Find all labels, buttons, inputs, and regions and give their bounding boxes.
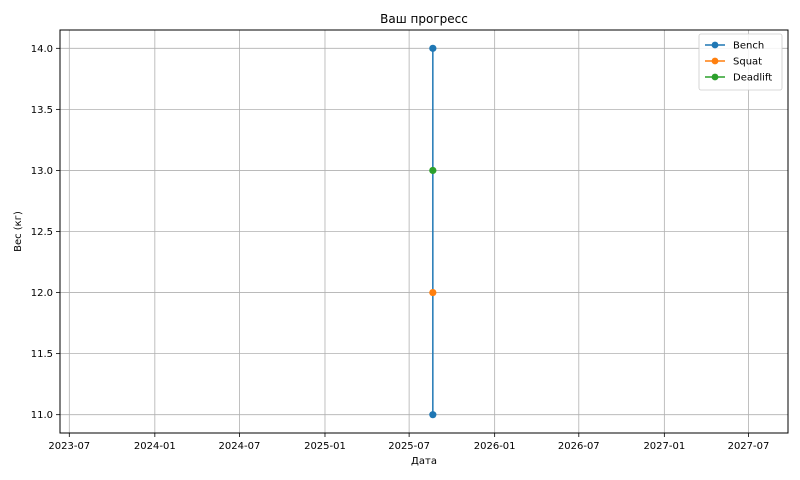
legend-marker (711, 41, 719, 49)
series-deadlift (429, 166, 437, 175)
grid (60, 30, 788, 433)
legend-marker (711, 57, 719, 65)
legend-item: Deadlift (705, 73, 772, 84)
y-tick-label: 12.0 (31, 288, 53, 299)
x-tick-label: 2027-07 (728, 441, 770, 452)
legend-item: Bench (705, 41, 764, 52)
chart-title: Ваш прогресс (380, 12, 468, 26)
legend-item: Squat (705, 57, 762, 68)
series-layer (429, 44, 437, 419)
data-point (429, 44, 437, 52)
y-tick-label: 12.5 (31, 227, 53, 238)
legend-label: Bench (733, 41, 764, 52)
y-tick-label: 11.0 (31, 410, 53, 421)
ticks: 2023-07 2024-01 2024-07 2025-01 2025-07 2026-… (31, 44, 770, 452)
y-tick-label: 13.0 (31, 166, 53, 177)
y-tick-label: 14.0 (31, 44, 53, 55)
x-tick-label: 2025-01 (304, 441, 346, 452)
x-tick-label: 2026-01 (474, 441, 516, 452)
legend-label: Deadlift (733, 73, 772, 84)
x-tick-label: 2025-07 (388, 441, 430, 452)
legend-frame (698, 33, 783, 91)
data-point (429, 411, 437, 419)
x-tick-label: 2024-07 (219, 441, 261, 452)
data-point (429, 288, 437, 297)
series-squat (429, 288, 437, 297)
y-tick-label: 11.5 (31, 349, 53, 360)
x-axis-label: Дата (411, 456, 437, 467)
series-bench (429, 44, 437, 419)
x-tick-label: 2024-01 (134, 441, 176, 452)
x-tick-label: 2026-07 (558, 441, 600, 452)
x-tick-label: 2027-01 (643, 441, 685, 452)
legend: Bench Squat Deadlift (698, 33, 783, 91)
legend-label: Squat (733, 57, 762, 68)
y-tick-label: 13.5 (31, 105, 53, 116)
y-axis-label: Вес (кг) (13, 211, 24, 252)
data-point (429, 166, 437, 175)
legend-marker (711, 73, 719, 81)
x-tick-label: 2023-07 (48, 441, 90, 452)
